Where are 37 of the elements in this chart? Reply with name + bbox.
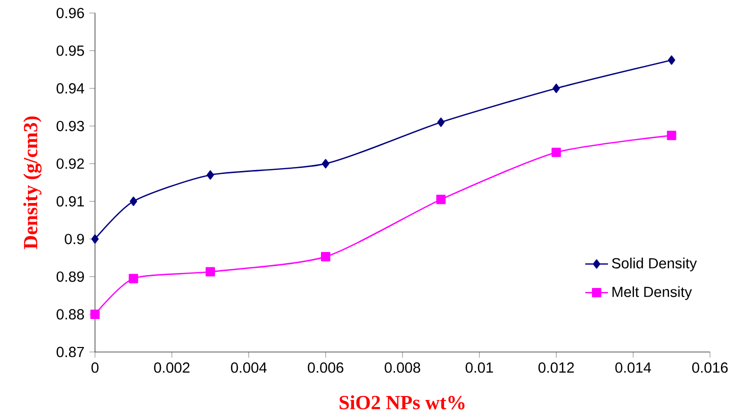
x-tick-label: 0.002 [154, 362, 190, 373]
point [206, 267, 215, 276]
y-tick-label: 0.88 [56, 309, 84, 320]
point [552, 148, 561, 158]
point [128, 274, 138, 284]
y-tick-label: 0.87 [56, 346, 84, 358]
point [91, 234, 99, 244]
y-axis-title: Density (g/cm3) [23, 116, 42, 250]
y-tick-label: 0.9 [64, 234, 84, 244]
point [320, 252, 330, 262]
y-tick-label: 0.96 [56, 8, 84, 18]
point [206, 170, 214, 180]
point [130, 196, 138, 206]
point [437, 118, 445, 127]
point [90, 310, 100, 319]
point [552, 84, 560, 94]
point [668, 55, 676, 65]
x-tick-label: 0.004 [230, 362, 267, 373]
x-tick-label: 0.016 [692, 362, 728, 373]
y-tick-label: 0.95 [56, 46, 84, 56]
point [666, 130, 676, 140]
y-tick-label: 0.94 [56, 83, 84, 94]
point [436, 194, 446, 204]
y-tick-label: 0.91 [56, 196, 84, 207]
x-tick-label: 0.008 [384, 362, 420, 373]
x-tick-label: 0.014 [615, 362, 652, 373]
x-tick-label: 0.012 [538, 362, 574, 373]
y-tick-label: 0.92 [56, 158, 84, 169]
x-tick-label: 0.01 [466, 362, 493, 373]
legend-label: Solid Density [612, 258, 697, 272]
y-tick-label: 0.93 [56, 120, 84, 132]
y-tick-label: 0.89 [56, 271, 84, 282]
legend-label: Melt Density [612, 286, 692, 300]
x-tick-label: 0.006 [308, 362, 344, 373]
point [322, 159, 330, 168]
x-axis-title: SiO2 NPs wt% [340, 395, 464, 410]
x-tick-label: 0 [91, 362, 98, 373]
